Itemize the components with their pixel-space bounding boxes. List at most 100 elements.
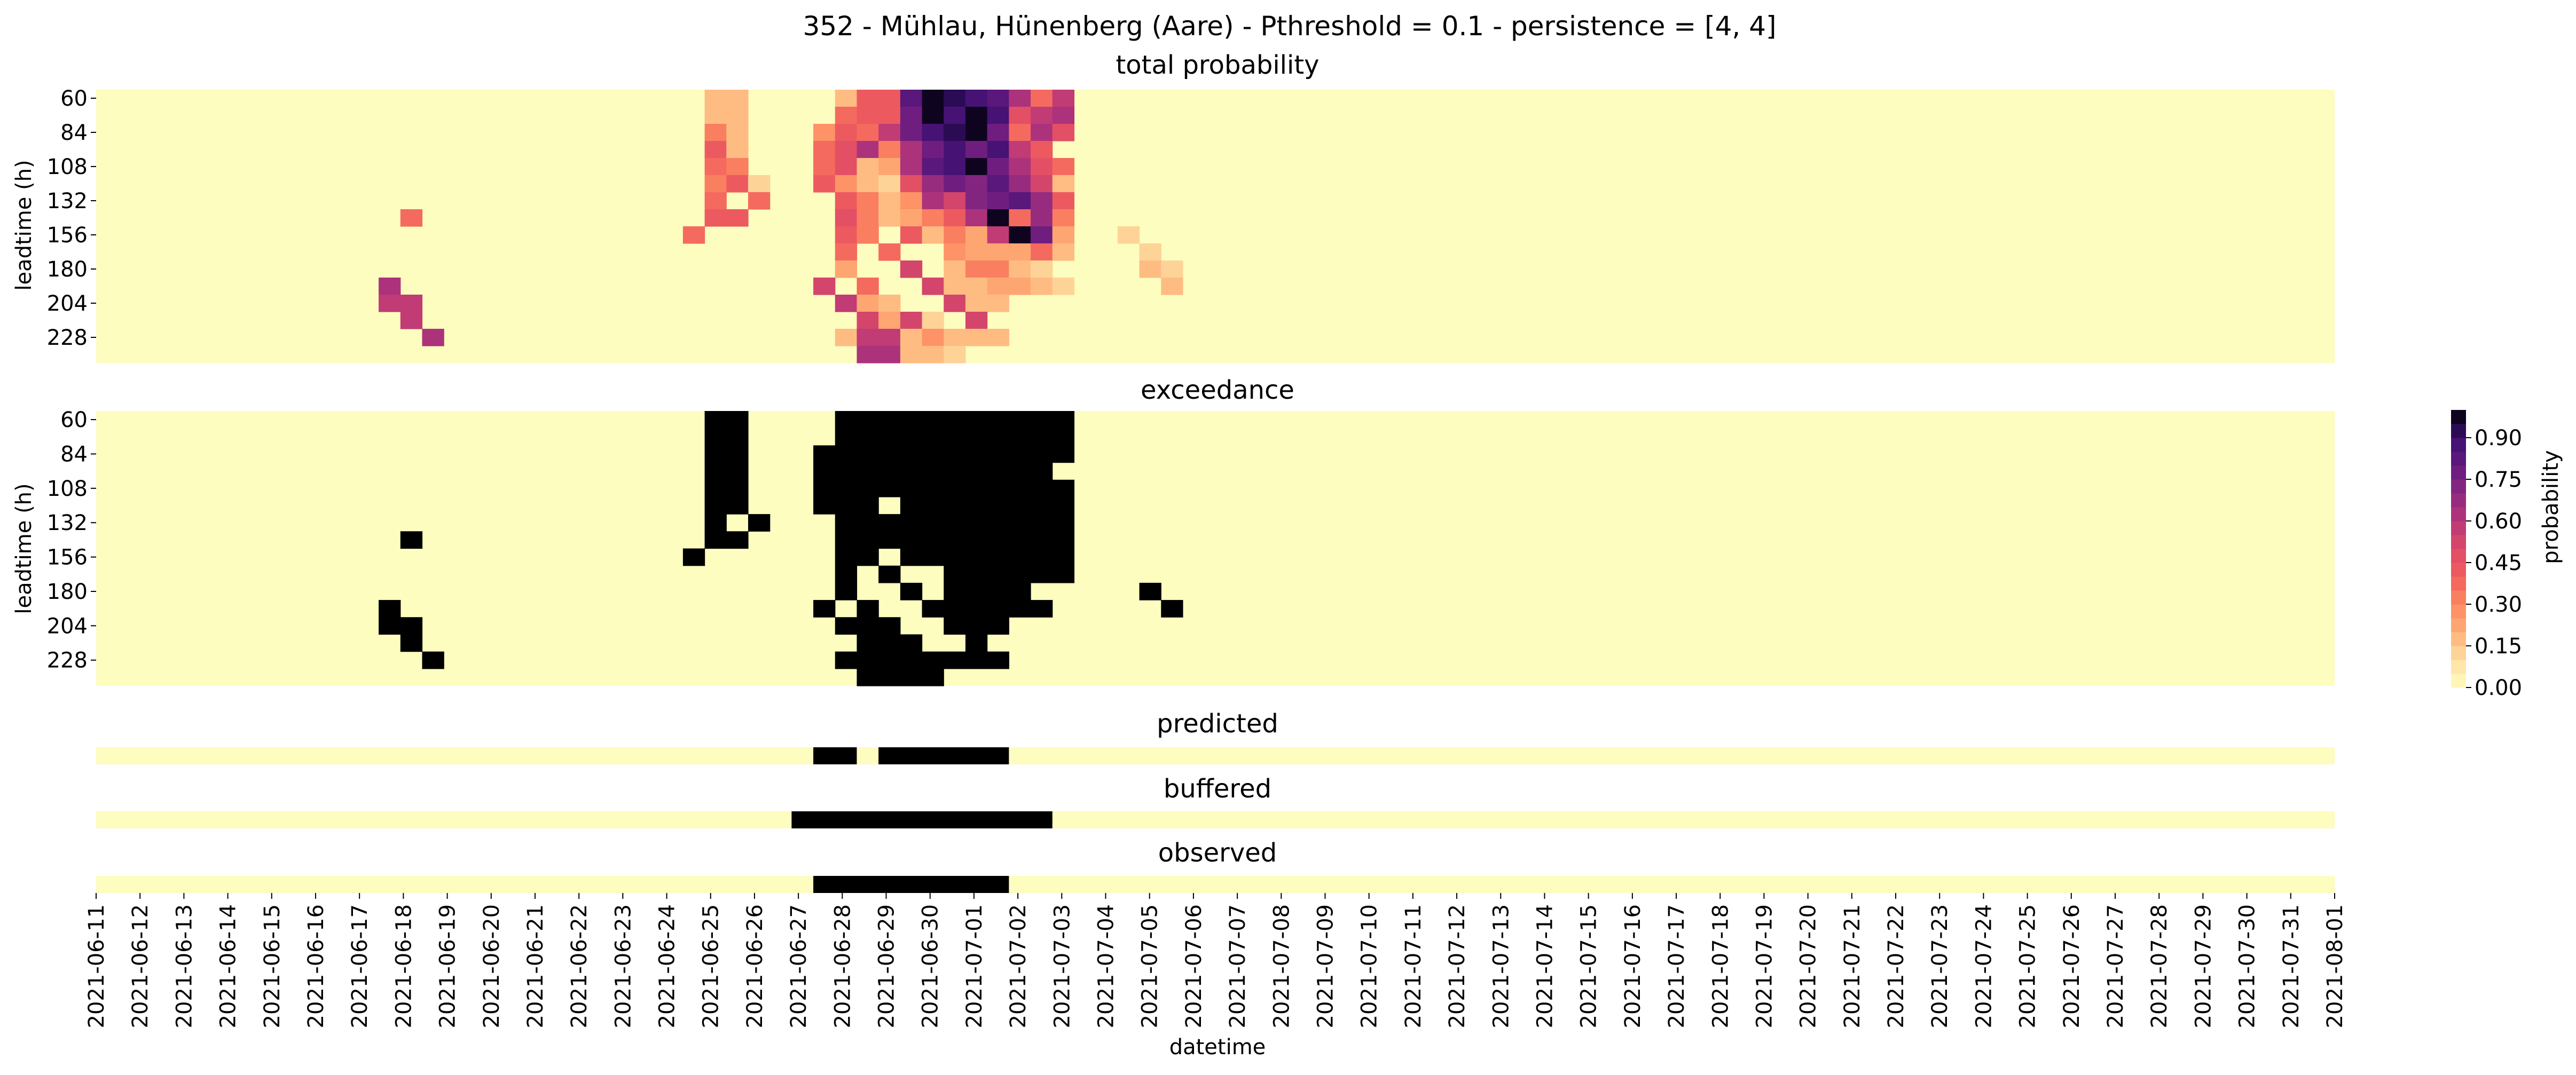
exceedance-cell (1009, 428, 1031, 446)
heatmap-cell (857, 124, 879, 141)
exceedance-cell (922, 445, 944, 463)
heatmap-cell (987, 107, 1009, 124)
x-tick-label: 2021-06-24 (655, 904, 680, 1028)
heatmap-cell (878, 107, 901, 124)
strip-on-segment (813, 876, 1009, 893)
heatmap-cell (900, 124, 923, 141)
colorbar-tick-label: 0.30 (2475, 592, 2522, 617)
heatmap-cell (922, 278, 944, 295)
heatmap-cell (857, 278, 879, 295)
exceedance-cell (835, 479, 858, 497)
strip-observed (96, 876, 2335, 893)
heatmap-cell (1031, 124, 1053, 141)
heatmap-cell (1052, 158, 1075, 176)
exceedance-cell (900, 428, 923, 446)
heatmap-cell (900, 90, 923, 107)
heatmap-cell (1009, 107, 1031, 124)
heatmap-cell (704, 209, 727, 227)
heatmap-cell (878, 90, 901, 107)
panel-title-exceedance: exceedance (1141, 375, 1294, 405)
exceedance-cell (987, 617, 1009, 635)
exceedance-cell (878, 514, 901, 532)
colorbar-level (2451, 410, 2466, 424)
x-tick-label: 2021-07-05 (1138, 904, 1163, 1028)
heatmap-cell (1009, 209, 1031, 227)
exceedance-cell (944, 582, 966, 600)
exceedance-cell (1031, 428, 1053, 446)
heatmap-cell (944, 329, 966, 346)
heatmap-cell (987, 192, 1009, 210)
exceedance-cell (878, 445, 901, 463)
exceedance-cell (900, 668, 923, 686)
heatmap-cell (1031, 158, 1053, 176)
heatmap-cell (682, 226, 705, 244)
ylabel-exceedance: leadtime (h) (12, 483, 36, 614)
exceedance-cell (1052, 428, 1075, 446)
colorbar-level (2451, 632, 2466, 646)
heatmap-cell (965, 295, 988, 312)
exceedance-cell (857, 411, 879, 429)
heatmap-cell (1031, 192, 1053, 210)
exceedance-cell (878, 565, 901, 583)
y-tick-label: 156 (47, 223, 88, 248)
heatmap-cell (704, 158, 727, 176)
heatmap-cell (987, 141, 1009, 159)
strip-background (96, 876, 2335, 893)
x-tick-label: 2021-07-31 (2279, 904, 2304, 1028)
heatmap-cell (965, 312, 988, 329)
heatmap-cell (704, 192, 727, 210)
heatmap-cell (900, 312, 923, 329)
y-tick-label: 84 (60, 442, 88, 467)
exceedance-cell (857, 479, 879, 497)
y-tick-label: 132 (47, 189, 88, 214)
heatmap-cell (1009, 124, 1031, 141)
exceedance-cell (1009, 411, 1031, 429)
colorbar-level (2451, 493, 2466, 508)
exceedance-cell (944, 445, 966, 463)
colorbar-level (2451, 660, 2466, 674)
exceedance-cell (813, 445, 836, 463)
heatmap-cell (878, 192, 901, 210)
heatmap-cell (944, 243, 966, 261)
heatmap-cell (944, 141, 966, 159)
panel-title-buffered: buffered (1164, 774, 1271, 804)
exceedance-cell (422, 651, 444, 669)
heatmap-cell (987, 278, 1009, 295)
heatmap-cell (922, 175, 944, 193)
x-tick-label: 2021-06-13 (172, 904, 197, 1028)
chart-title: 352 - Mühlau, Hünenberg (Aare) - Pthresh… (803, 11, 1776, 42)
x-tick-label: 2021-07-02 (1006, 904, 1031, 1028)
exceedance-cell (944, 531, 966, 549)
heatmap-cell (1052, 90, 1075, 107)
exceedance-cell (1009, 462, 1031, 480)
heatmap-cell (857, 346, 879, 363)
strip-predicted (96, 747, 2335, 764)
x-tick-label: 2021-06-27 (787, 904, 811, 1028)
colorbar-level (2451, 452, 2466, 466)
heatmap-cell (987, 260, 1009, 278)
exceedance-cell (857, 548, 879, 566)
heatmap-exceedance (96, 411, 2335, 686)
exceedance-cell (987, 600, 1009, 618)
exceedance-cell (835, 651, 858, 669)
exceedance-cell (857, 668, 879, 686)
exceedance-cell (900, 445, 923, 463)
x-tick-label: 2021-07-18 (1708, 904, 1733, 1028)
x-tick-label: 2021-07-17 (1664, 904, 1689, 1028)
x-tick-label: 2021-07-04 (1094, 904, 1119, 1028)
exceedance-cell (987, 462, 1009, 480)
heatmap-cell (835, 107, 858, 124)
heatmap-cell (1052, 278, 1075, 295)
heatmap-cell (1139, 260, 1161, 278)
panel-title-total-probability: total probability (1116, 50, 1319, 80)
heatmap-cell (379, 295, 401, 312)
heatmap-cell (1117, 226, 1140, 244)
exceedance-cell (813, 479, 836, 497)
heatmap-cell (1052, 209, 1075, 227)
x-tick-label: 2021-07-15 (1577, 904, 1601, 1028)
exceedance-cell (878, 651, 901, 669)
exceedance-cell (835, 582, 858, 600)
exceedance-cell (1031, 411, 1053, 429)
heatmap-cell (1052, 226, 1075, 244)
strip-on-segment (813, 747, 857, 764)
